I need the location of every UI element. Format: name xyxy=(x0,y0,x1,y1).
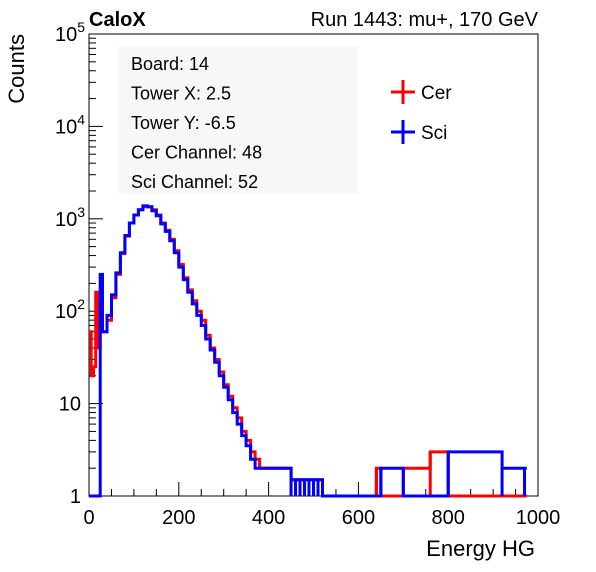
series-sci-line xyxy=(89,204,527,498)
info-line: Cer Channel: 48 xyxy=(131,143,262,163)
y-axis-title: Counts xyxy=(4,34,29,104)
y-tick-label: 105 xyxy=(55,19,85,46)
x-tick-label: 200 xyxy=(162,507,195,529)
y-tick-label: 102 xyxy=(55,296,85,323)
x-axis: 0 200 400 600 800 1000 xyxy=(83,482,560,529)
y-tick-label: 104 xyxy=(55,111,85,138)
x-tick-label: 600 xyxy=(342,507,375,529)
x-tick-label: 400 xyxy=(252,507,285,529)
x-tick-label: 1000 xyxy=(516,507,561,529)
info-line: Tower X: 2.5 xyxy=(131,84,231,104)
x-tick-label: 0 xyxy=(83,507,94,529)
y-axis: 1 10 102 103 104 105 xyxy=(55,19,103,508)
x-tick-label: 800 xyxy=(432,507,465,529)
legend-label-cer: Cer xyxy=(421,83,452,104)
info-line: Board: 14 xyxy=(131,54,209,74)
legend-label-sci: Sci xyxy=(421,123,447,144)
series-group xyxy=(89,204,527,498)
info-box: Board: 14 Tower X: 2.5 Tower Y: -6.5 Cer Ch… xyxy=(118,46,358,194)
info-line: Tower Y: -6.5 xyxy=(131,113,236,133)
x-axis-title: Energy HG xyxy=(426,536,535,561)
run-info-label: Run 1443: mu+, 170 GeV xyxy=(311,9,539,31)
y-tick-label: 10 xyxy=(59,394,81,416)
info-box-bg xyxy=(118,46,358,194)
legend: Cer Sci xyxy=(391,80,452,144)
brand-label: CaloX xyxy=(89,9,146,31)
info-line: Sci Channel: 52 xyxy=(131,172,258,192)
y-tick-label: 1 xyxy=(70,486,81,508)
y-tick-label: 103 xyxy=(55,204,85,231)
